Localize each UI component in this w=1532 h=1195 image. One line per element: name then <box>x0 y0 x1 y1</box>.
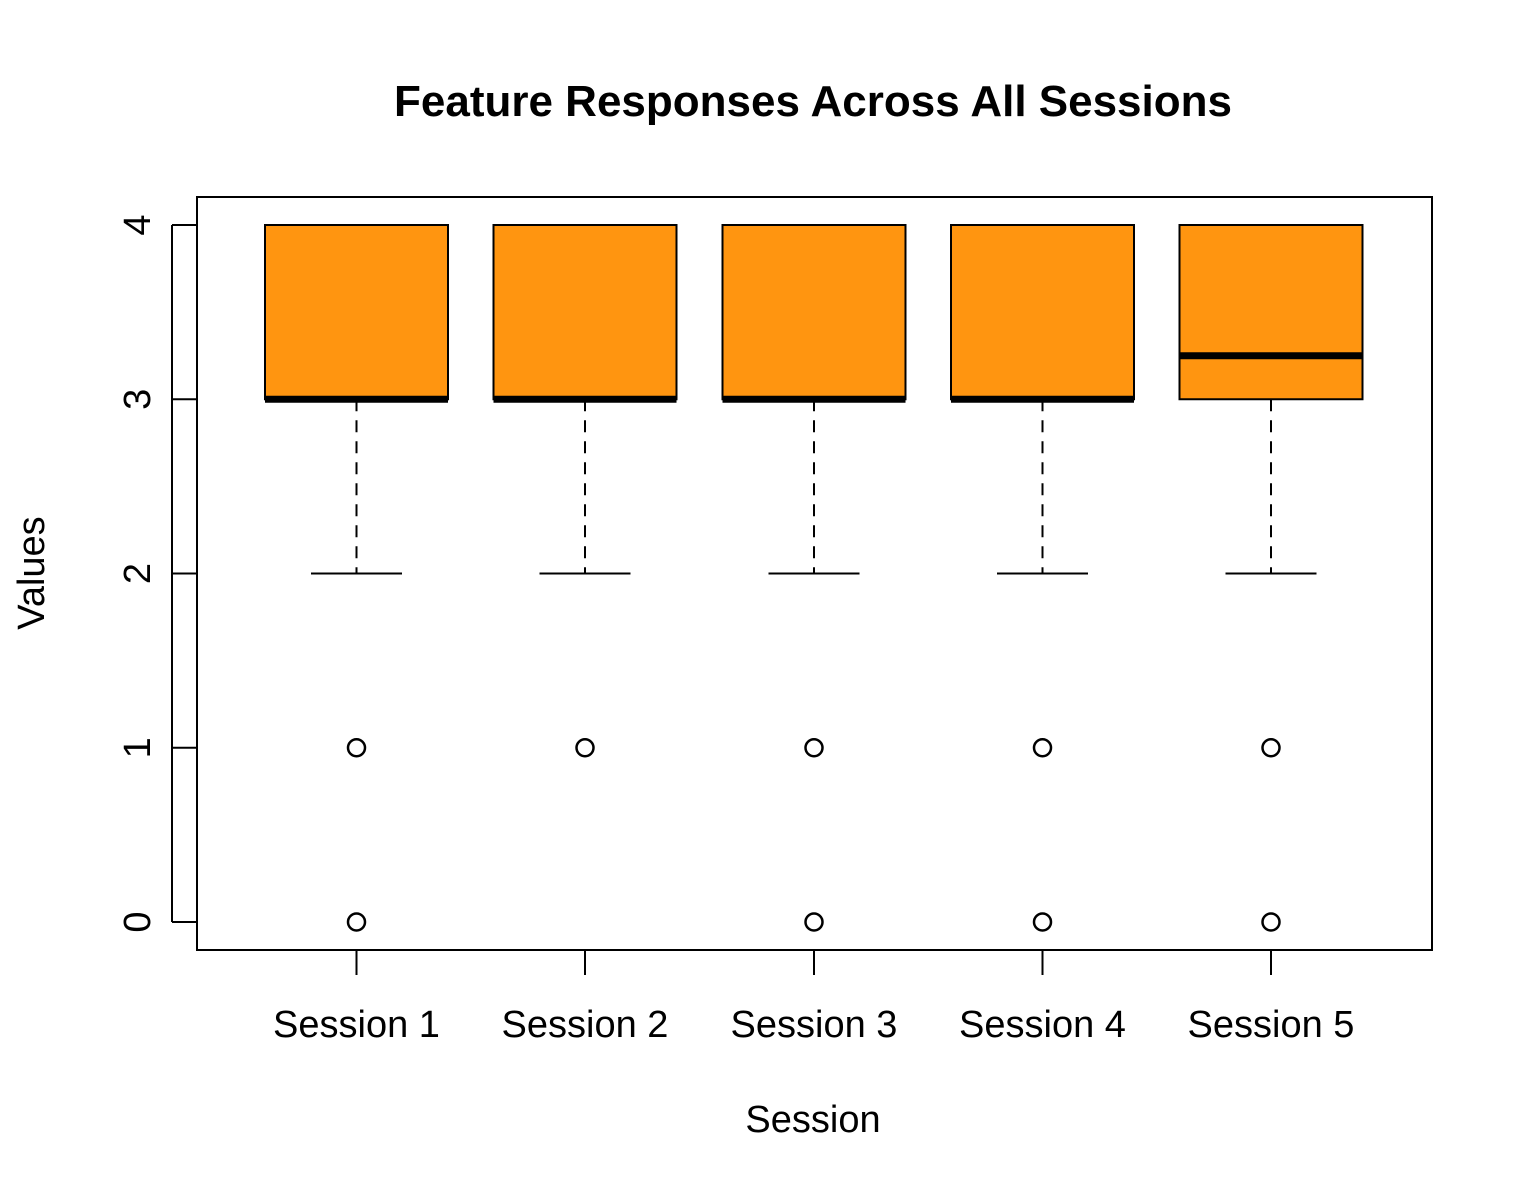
box-group <box>264 224 449 932</box>
x-axis-title: Session <box>745 1099 880 1141</box>
box <box>264 224 449 401</box>
x-tick-label: Session 4 <box>959 1004 1126 1046</box>
outlier-point <box>346 912 367 932</box>
box-series <box>264 224 1364 932</box>
outlier-point <box>1032 738 1053 758</box>
y-tick-label: 1 <box>117 737 159 758</box>
box-group <box>492 224 678 758</box>
box-group <box>950 224 1135 932</box>
box <box>1178 224 1364 401</box>
y-tick-label: 0 <box>117 911 159 932</box>
outlier-point <box>575 738 595 758</box>
chart-title: Feature Responses Across All Sessions <box>394 77 1232 126</box>
outlier-point <box>1032 912 1053 932</box>
outlier-point <box>804 912 824 932</box>
outlier-point <box>804 738 824 758</box>
outlier-point <box>346 738 367 758</box>
outlier-point <box>1261 738 1281 758</box>
y-tick-label: 4 <box>117 214 159 235</box>
outlier-point <box>1261 912 1281 932</box>
y-axis: 0 1 2 3 4 <box>117 214 197 933</box>
box-group <box>721 224 907 932</box>
box <box>492 224 678 401</box>
y-tick-label: 2 <box>117 563 159 584</box>
x-tick-label: Session 5 <box>1188 1004 1355 1046</box>
x-axis: Session 1 Session 2 Session 3 Session 4 Sess… <box>273 950 1354 1046</box>
box <box>950 224 1135 401</box>
x-tick-label: Session 2 <box>502 1004 669 1046</box>
box-group <box>1178 224 1364 932</box>
y-tick-label: 3 <box>117 389 159 410</box>
y-axis-title: Values <box>11 516 53 629</box>
box <box>721 224 907 401</box>
x-tick-label: Session 1 <box>273 1004 440 1046</box>
x-tick-label: Session 3 <box>731 1004 898 1046</box>
